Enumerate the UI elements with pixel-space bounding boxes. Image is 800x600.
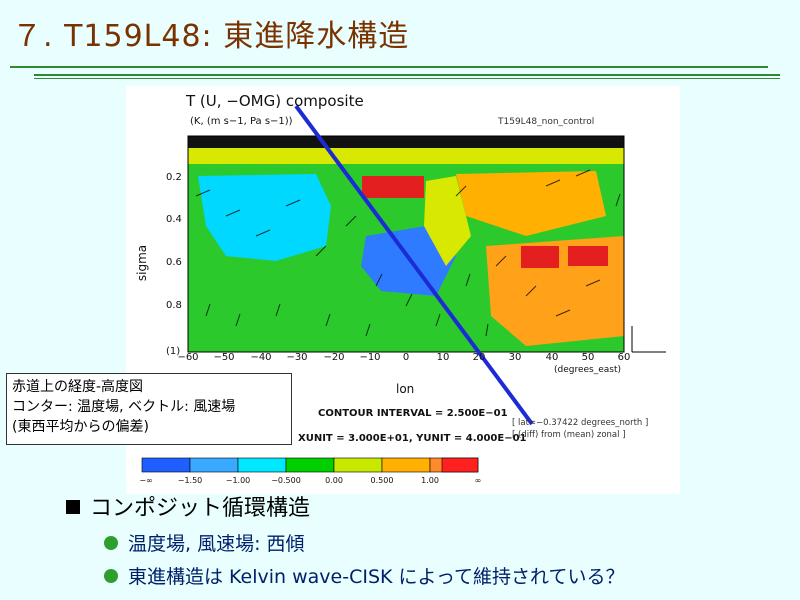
colorbar-swatch: [285, 457, 335, 473]
figure-title: T (U, −OMG) composite: [186, 92, 364, 110]
figure-subtitle: (K, (m s−1, Pa s−1)): [190, 116, 293, 127]
vector-scale: XUNIT = 3.000E+01, YUNIT = 4.000E−01: [298, 433, 527, 444]
callout-line: 赤道上の経度-高度図: [12, 379, 144, 395]
figure-callout: 赤道上の経度-高度図 コンター: 温度場, ベクトル: 風速場 (東西平均からの…: [6, 373, 292, 445]
colorbar-swatch: [441, 457, 479, 473]
composite-figure: T (U, −OMG) composite (K, (m s−1, Pa s−1…: [126, 86, 680, 494]
colorbar-swatch: [237, 457, 287, 473]
sub-bullet: 東進構造は Kelvin wave-CISK によって維持されている？: [104, 563, 624, 591]
field-cyan-cold: [198, 174, 331, 261]
sub-bullet-text: 東進構造は Kelvin wave-CISK によって維持されている？: [128, 566, 625, 588]
figure-note: [ lat=−0.37422 degrees_north ] [ (diff) …: [512, 417, 648, 441]
colorbar-swatch: [141, 457, 191, 473]
field-red-warm: [521, 246, 559, 268]
colorbar-label: 0.00: [325, 476, 343, 485]
colorbar-label: −1.50: [177, 476, 203, 485]
colorbar-label: −∞: [139, 476, 153, 485]
field-blue-cold: [361, 226, 456, 296]
colorbar-label: ∞: [474, 476, 482, 485]
field-red-warm: [362, 176, 424, 198]
colorbar-label: −1.00: [225, 476, 251, 485]
field-orange-warm-upper: [456, 171, 606, 236]
x-axis-label: lon: [396, 382, 415, 396]
x-tick-label: 50: [581, 352, 595, 363]
main-bullet-text: コンポジット循環構造: [90, 496, 311, 521]
main-bullet: コンポジット循環構造: [66, 494, 310, 524]
callout-line: (東西平均からの偏差): [12, 419, 149, 435]
y-tick-label: 0.4: [166, 214, 182, 225]
y-tick-label: (1): [166, 346, 181, 357]
plot-frame: [187, 135, 625, 353]
colorbar-label: −0.500: [271, 476, 301, 485]
slide-title: ７. T159L48: 東進降水構造: [12, 19, 410, 54]
colorbar-swatch: [333, 457, 383, 473]
x-tick-label: 60: [617, 352, 631, 363]
note-diff: [ (diff) from (mean) zonal ]: [512, 430, 626, 440]
x-axis-unit: (degrees_east): [554, 365, 622, 375]
title-divider: [10, 66, 768, 68]
colorbar-label: 0.500: [370, 476, 394, 485]
colorbar-label: 1.00: [421, 476, 439, 485]
colorbar-swatch: [189, 457, 239, 473]
x-tick-label: 10: [436, 352, 450, 363]
y-tick-label: 0.6: [166, 257, 182, 268]
y-tick-label: 0.8: [166, 300, 182, 311]
circle-bullet-icon: [104, 536, 118, 550]
field-black-top-band: [188, 136, 624, 148]
figure-graphics: [141, 104, 666, 473]
sub-bullet: 温度場, 風速場: 西傾: [104, 530, 305, 558]
x-tick-label: −30: [286, 352, 308, 363]
x-tick-label: −10: [359, 352, 381, 363]
x-tick-label: −20: [323, 352, 345, 363]
y-tick-label: 0.2: [166, 172, 182, 183]
title-divider: [34, 78, 780, 79]
contour-interval: CONTOUR INTERVAL = 2.500E−01: [318, 408, 508, 419]
sub-bullet-text: 温度場, 風速場: 西傾: [128, 533, 305, 555]
y-axis-label: sigma: [135, 244, 150, 282]
colorbar-swatch: [381, 457, 431, 473]
square-bullet-icon: [66, 500, 80, 514]
x-tick-label: 0: [402, 352, 410, 363]
x-tick-label: −40: [250, 352, 272, 363]
x-tick-label: −60: [177, 352, 199, 363]
run-label: T159L48_non_control: [498, 117, 595, 127]
x-tick-label: 40: [545, 352, 559, 363]
tilt-annotation-line: [294, 104, 534, 426]
x-tick-label: 30: [508, 352, 522, 363]
x-tick-label: −50: [213, 352, 235, 363]
wind-vector-field: [195, 169, 621, 337]
title-divider: [34, 74, 780, 76]
field-red-warm: [568, 246, 608, 266]
circle-bullet-icon: [104, 569, 118, 583]
colorbar: [141, 457, 479, 473]
note-latitude: [ lat=−0.37422 degrees_north ]: [512, 418, 649, 428]
callout-line: コンター: 温度場, ベクトル: 風速場: [12, 399, 236, 415]
x-tick-label: 20: [472, 352, 486, 363]
field-yellow-warm: [424, 176, 471, 266]
